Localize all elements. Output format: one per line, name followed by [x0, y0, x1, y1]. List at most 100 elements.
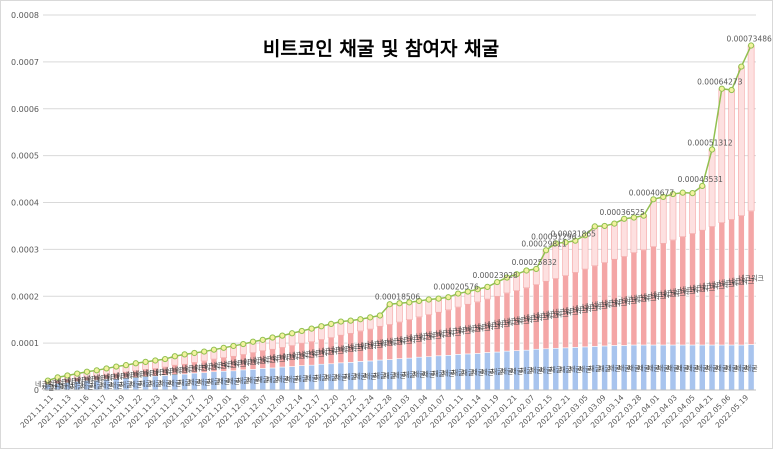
total-point [748, 42, 755, 49]
series-data-label: 네크워크 [631, 293, 657, 302]
bar-remainder [747, 45, 755, 212]
series-data-label: 네크워크 [182, 364, 208, 373]
total-point [591, 223, 598, 230]
total-point [259, 336, 266, 343]
series-data-label: 네크워크 [211, 360, 237, 369]
total-point [230, 342, 237, 350]
total-point [122, 362, 130, 369]
data-labels: 채굴네크워크채굴네크워크채굴네크워크채굴네크워크채굴네크워크채굴네크워크채굴네크… [35, 35, 772, 393]
bar-remainder [669, 193, 677, 241]
total-point [581, 232, 589, 239]
series-data-label: 네크워크 [387, 336, 413, 345]
series-data-label: 네크워크 [103, 372, 129, 381]
total-point [718, 85, 725, 92]
total-point [288, 330, 296, 337]
series-data-label: 네크워크 [357, 341, 383, 350]
series-data-label: 채굴 [422, 369, 435, 378]
series-data-label: 채굴 [491, 367, 504, 376]
total-point [357, 316, 364, 323]
series-data-label: 네크워크 [689, 284, 715, 293]
total-point [494, 278, 501, 286]
bar-remainder [698, 185, 706, 231]
total-point [474, 286, 481, 293]
series-data-label: 채굴 [588, 364, 601, 373]
total-point [445, 294, 452, 301]
series-data-label: 네크워크 [123, 370, 149, 379]
series-data-label: 네크워크 [670, 287, 696, 296]
total-point [308, 325, 315, 332]
series-data-label: 네크워크 [709, 280, 735, 289]
series-data-label: 채굴 [500, 367, 513, 376]
total-point [152, 357, 159, 364]
series-data-label: 네크워크 [553, 308, 579, 317]
total-point [220, 344, 227, 351]
series-data-label: 네크워크 [152, 367, 178, 376]
y-tick-label: 0.0002 [11, 292, 39, 301]
total-data-label: 0.00036525 [599, 208, 645, 217]
series-data-label: 채굴 [90, 381, 103, 390]
total-point [318, 323, 325, 330]
total-point [54, 374, 61, 381]
total-point [630, 214, 638, 221]
series-data-label: 네크워크 [84, 374, 110, 383]
total-point [328, 320, 335, 328]
series-data-label: 채굴 [374, 371, 387, 380]
total-point [503, 274, 511, 281]
total-point [240, 340, 247, 348]
series-data-label: 네크워크 [504, 317, 530, 326]
bar-remainder [738, 66, 745, 216]
series-data-label: 채굴 [305, 374, 318, 383]
series-data-label: 채굴 [100, 381, 113, 390]
total-point [298, 327, 305, 335]
series-data-label: 채굴 [637, 364, 650, 373]
series-data-label: 네크워크 [641, 292, 667, 301]
series-data-label: 네크워크 [338, 344, 364, 353]
series-data-label: 네크워크 [35, 379, 61, 388]
grid-lines [43, 14, 756, 391]
series-data-label: 네크워크 [475, 322, 501, 331]
series-data-label: 채굴 [383, 371, 396, 380]
total-point [103, 365, 110, 372]
total-point [415, 297, 423, 305]
bar-remainder [571, 240, 579, 273]
series-data-label: 채굴 [110, 380, 123, 389]
total-data-label: 0.00020576 [433, 283, 479, 292]
total-point [435, 295, 442, 302]
total-point [621, 215, 628, 222]
series-data-label: 네크워크 [543, 309, 569, 318]
series-data-label: 채굴 [579, 364, 592, 373]
series-data-label: 채굴 [295, 374, 308, 383]
total-point [708, 146, 716, 153]
total-data-label: 0.00031865 [551, 230, 597, 239]
total-point [523, 267, 530, 274]
series-data-label: 채굴 [520, 366, 533, 375]
series-data-label: 네크워크 [172, 365, 198, 374]
series-data-label: 네크워크 [74, 375, 100, 384]
total-point [611, 220, 618, 227]
series-data-label: 네크워크 [621, 295, 647, 304]
series-data-label: 채굴 [149, 379, 162, 388]
series-data-label: 네크워크 [660, 289, 686, 298]
series-data-label: 채굴 [41, 383, 54, 392]
series-data-label: 채굴 [481, 367, 494, 376]
series-data-label: 채굴 [618, 364, 631, 373]
total-point [406, 299, 413, 306]
series-data-label: 네크워크 [230, 358, 256, 367]
total-data-label: 0.00040677 [629, 188, 675, 197]
series-data-label: 채굴 [129, 380, 142, 389]
total-point [601, 222, 608, 230]
total-point [679, 189, 686, 196]
total-point [74, 370, 81, 377]
chart-title: 비트코인 채굴 및 참여자 채굴 [263, 38, 499, 60]
series-data-label: 네크워크 [308, 348, 334, 357]
series-data-label: 채굴 [745, 363, 758, 372]
y-tick-label: 0.0004 [11, 199, 39, 208]
series-data-label: 채굴 [461, 368, 474, 377]
series-data-label: 네크워크 [572, 304, 598, 313]
y-axis: 0 0.0001 0.0002 0.0003 0.0004 0.0005 0.0006 0.0… [11, 11, 39, 395]
series-data-label: 채굴 [647, 364, 660, 373]
total-point [132, 360, 139, 367]
total-point [171, 353, 178, 360]
total-data-label: 0.00025832 [512, 258, 558, 267]
series-data-label: 채굴 [334, 372, 347, 381]
